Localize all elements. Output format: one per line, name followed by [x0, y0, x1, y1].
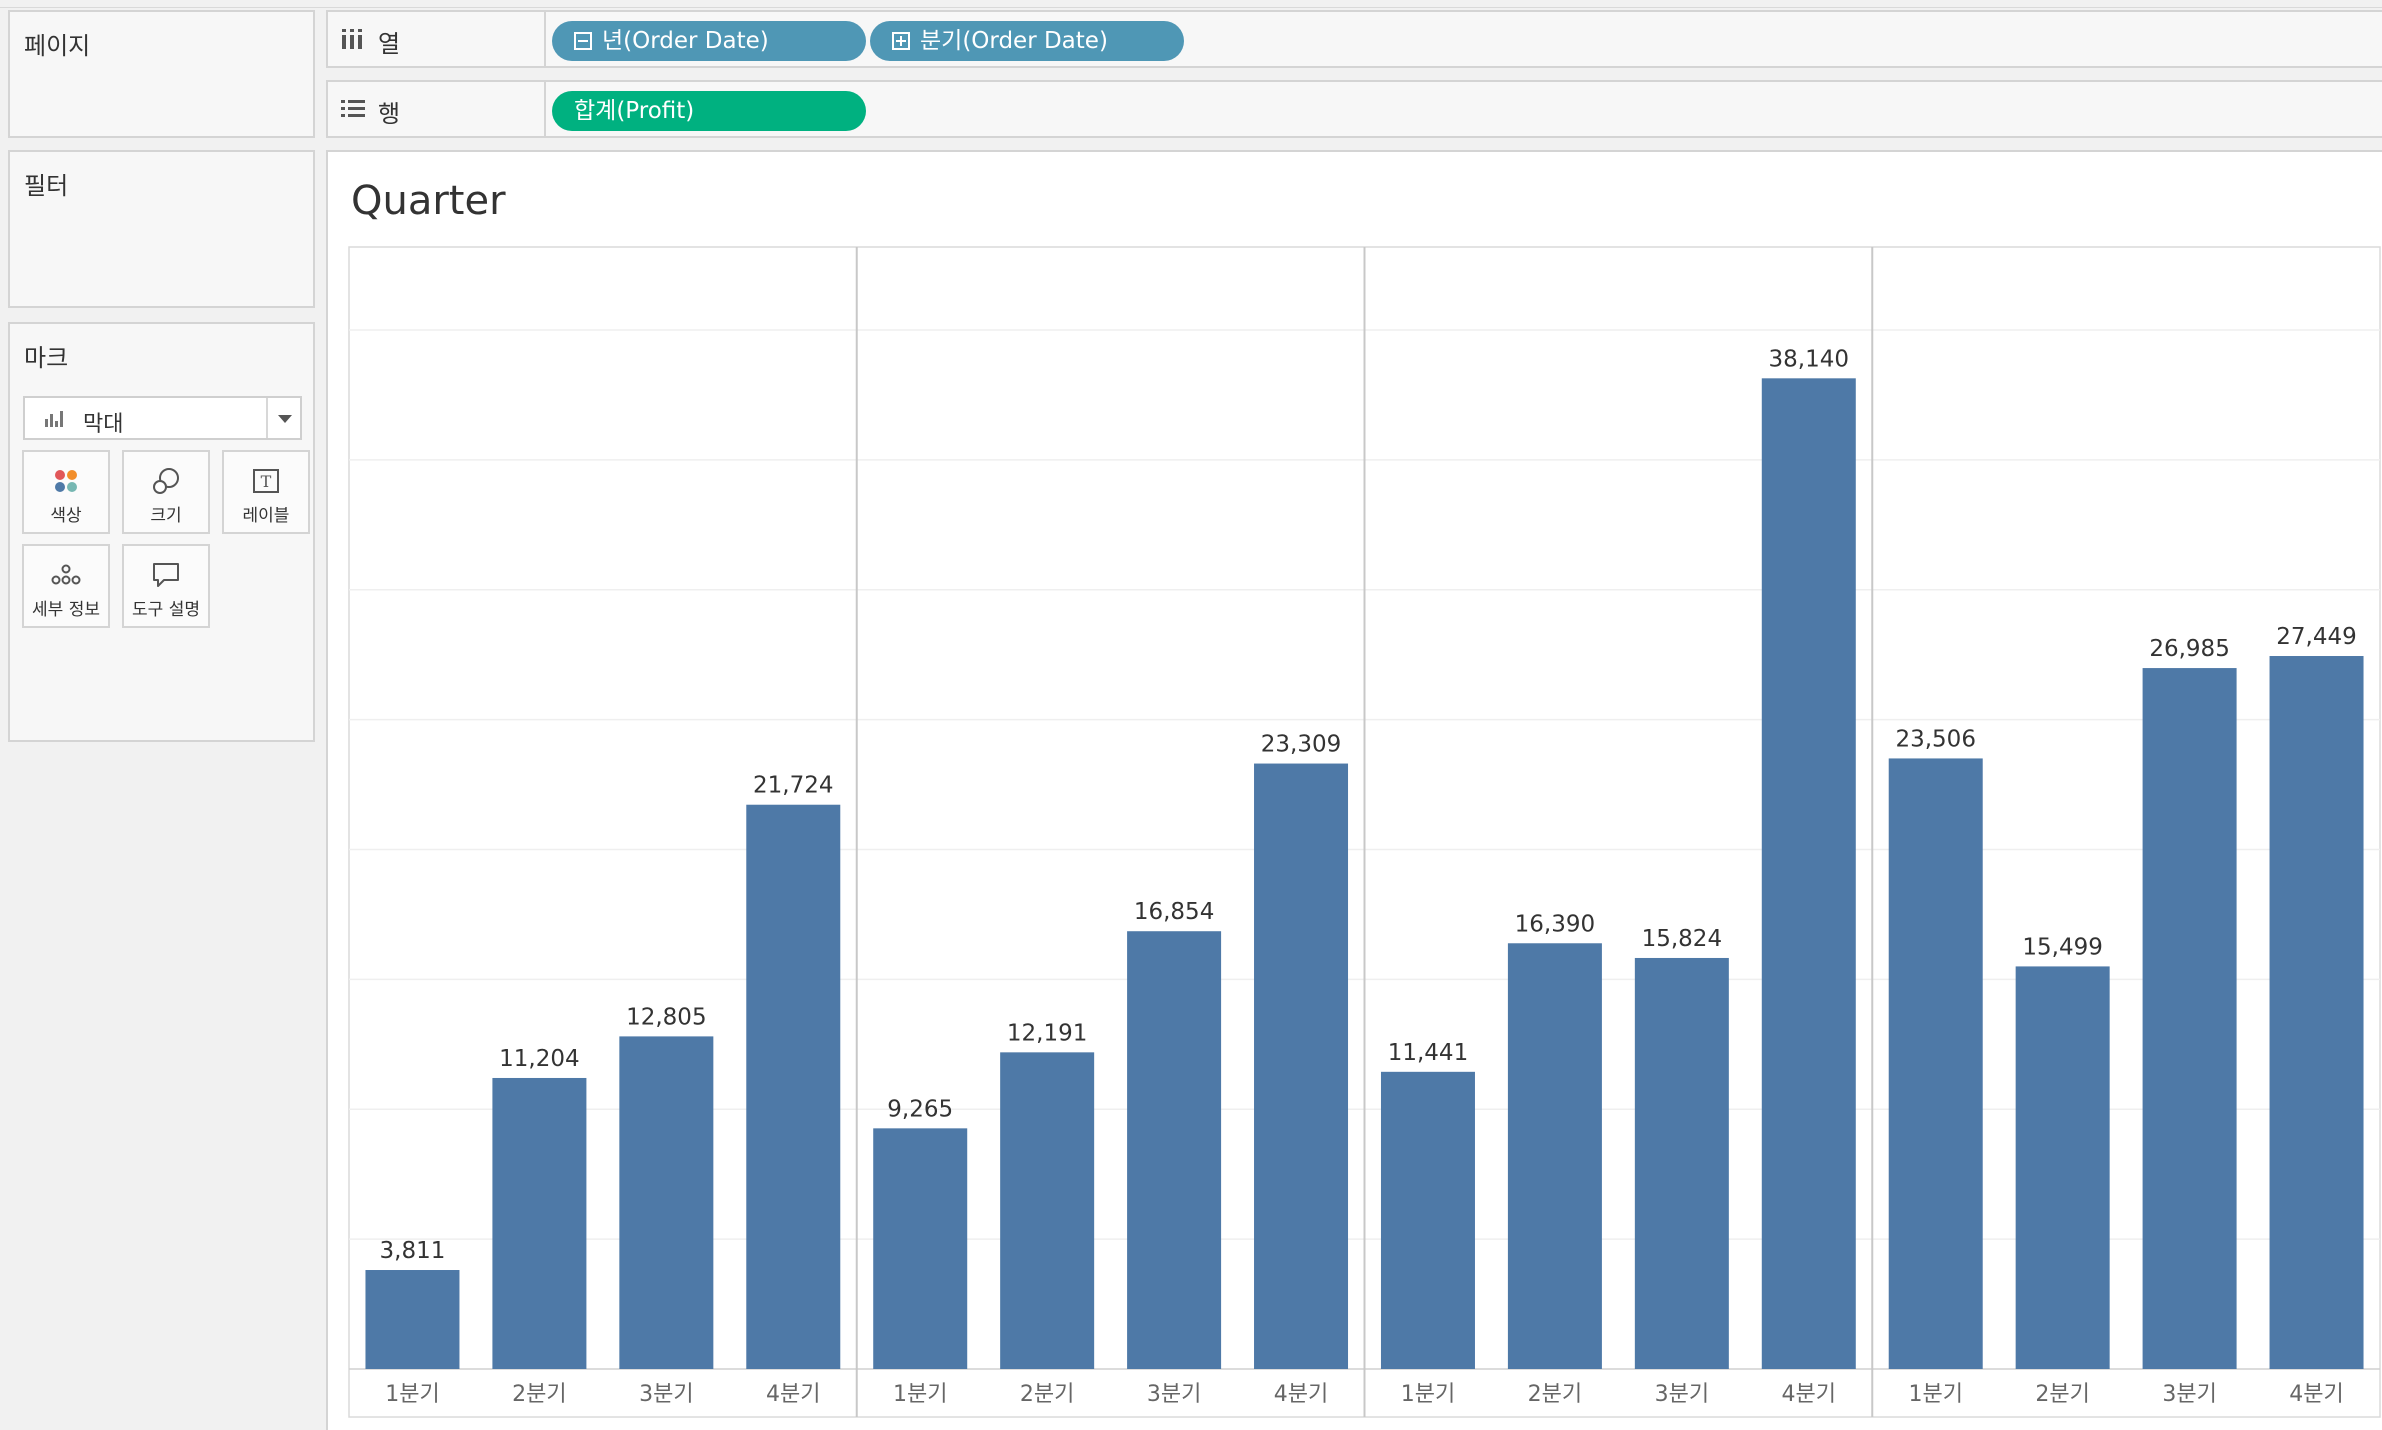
x-tick-label: 1분기	[893, 1382, 947, 1407]
x-tick-label: 4분기	[1782, 1382, 1836, 1407]
profit-pill-label: 합계(Profit)	[574, 98, 695, 124]
data-label: 21,724	[753, 773, 833, 799]
data-label: 9,265	[887, 1096, 953, 1122]
pages-card[interactable]: 페이지	[8, 10, 315, 138]
bar	[2269, 656, 2364, 1369]
size-button-label: 크기	[150, 506, 182, 526]
data-label: 16,390	[1515, 911, 1595, 937]
bar	[365, 1270, 460, 1369]
data-label: 11,441	[1388, 1040, 1468, 1066]
bar	[1127, 931, 1222, 1369]
bar	[1507, 943, 1602, 1369]
bar	[873, 1128, 968, 1369]
quarter-order-date-pill[interactable]: 분기(Order Date)	[870, 21, 1184, 61]
data-label: 23,506	[1895, 726, 1975, 752]
data-label: 12,191	[1007, 1020, 1087, 1046]
bar	[1000, 1052, 1095, 1369]
collapse-icon[interactable]	[574, 32, 592, 50]
rows-shelf-header: 행	[328, 82, 546, 136]
quarter-pill-label: 분기(Order Date)	[920, 28, 1108, 54]
tooltip-button[interactable]: 도구 설명	[122, 544, 210, 628]
columns-shelf-label: 열	[378, 30, 401, 58]
tooltip-bubble-icon	[124, 560, 208, 590]
tooltip-button-label: 도구 설명	[132, 600, 200, 620]
label-button-label: 레이블	[242, 506, 290, 526]
x-tick-label: 2분기	[1528, 1382, 1582, 1407]
expand-icon[interactable]	[892, 32, 910, 50]
detail-button[interactable]: 세부 정보	[22, 544, 110, 628]
data-label: 15,824	[1642, 926, 1722, 952]
bar	[2015, 966, 2110, 1369]
data-label: 23,309	[1261, 732, 1341, 758]
x-tick-label: 2분기	[2035, 1382, 2089, 1407]
marks-card: 마크 막대 색상	[8, 322, 315, 742]
bar	[619, 1036, 714, 1369]
rows-shelf-label: 행	[378, 100, 401, 128]
sum-profit-pill[interactable]: 합계(Profit)	[552, 91, 866, 131]
color-button-label: 색상	[50, 506, 82, 526]
detail-button-label: 세부 정보	[32, 600, 100, 620]
bar	[1254, 763, 1349, 1369]
mark-type-label: 막대	[83, 412, 124, 437]
detail-dots-icon	[24, 560, 108, 590]
profit-bar-chart: 3,811 1분기 11,204 2분기 12,805 3분기 21,724 4분기 9,265…	[348, 246, 2381, 1418]
data-label: 16,854	[1134, 899, 1214, 925]
bar	[1634, 957, 1729, 1369]
color-dots-icon	[24, 466, 108, 496]
filters-card[interactable]: 필터	[8, 150, 315, 308]
rows-icon	[340, 97, 366, 121]
bar	[1761, 378, 1856, 1370]
label-button[interactable]: T 레이블	[222, 450, 310, 534]
x-tick-label: 4분기	[2289, 1382, 2343, 1407]
columns-icon	[340, 27, 366, 51]
data-label: 12,805	[626, 1004, 706, 1030]
bar-chart-icon	[45, 411, 63, 427]
data-label: 27,449	[2276, 624, 2356, 650]
mark-type-select[interactable]: 막대	[23, 396, 302, 440]
columns-shelf[interactable]: 열 년(Order Date) 분기(Order Date)	[326, 10, 2382, 68]
x-tick-label: 3분기	[1147, 1382, 1201, 1407]
bar	[1380, 1071, 1475, 1369]
year-order-date-pill[interactable]: 년(Order Date)	[552, 21, 866, 61]
data-label: 38,140	[1769, 346, 1849, 372]
bar	[1888, 758, 1983, 1369]
text-label-icon: T	[224, 466, 308, 496]
x-tick-label: 2분기	[1020, 1382, 1074, 1407]
data-label: 15,499	[2022, 934, 2102, 960]
x-tick-label: 1분기	[385, 1382, 439, 1407]
year-pill-label: 년(Order Date)	[602, 28, 769, 54]
data-label: 3,811	[380, 1238, 446, 1264]
svg-text:T: T	[261, 472, 272, 491]
x-tick-label: 3분기	[639, 1382, 693, 1407]
data-label: 26,985	[2149, 636, 2229, 662]
bar	[746, 804, 841, 1369]
x-tick-label: 2분기	[512, 1382, 566, 1407]
rows-shelf[interactable]: 행 합계(Profit)	[326, 80, 2382, 138]
marks-title: 마크	[24, 344, 69, 372]
bar	[2142, 668, 2237, 1369]
x-tick-label: 3분기	[2162, 1382, 2216, 1407]
bar	[492, 1077, 587, 1369]
view-canvas: Quarter 3,811 1분기 11,204 2분기 12,805 3분기 21,724…	[326, 150, 2382, 1430]
x-tick-label: 4분기	[766, 1382, 820, 1407]
x-tick-label: 3분기	[1655, 1382, 1709, 1407]
x-tick-label: 1분기	[1908, 1382, 1962, 1407]
x-tick-label: 1분기	[1401, 1382, 1455, 1407]
top-strip	[0, 0, 2382, 8]
chevron-down-icon[interactable]	[266, 398, 300, 438]
x-tick-label: 4분기	[1274, 1382, 1328, 1407]
pages-title: 페이지	[24, 32, 91, 60]
filters-title: 필터	[24, 172, 69, 200]
color-button[interactable]: 색상	[22, 450, 110, 534]
data-label: 11,204	[499, 1046, 579, 1072]
columns-shelf-header: 열	[328, 12, 546, 66]
size-circles-icon	[124, 466, 208, 496]
view-title: Quarter	[351, 178, 506, 224]
size-button[interactable]: 크기	[122, 450, 210, 534]
